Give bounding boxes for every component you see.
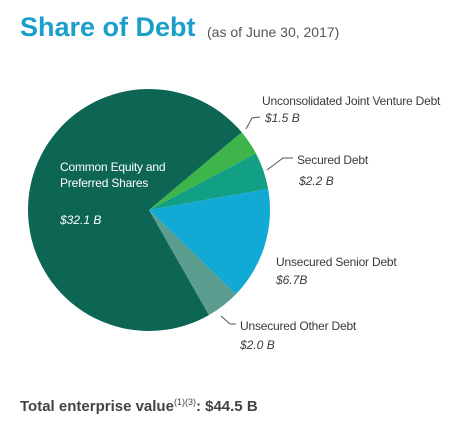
chart-subtitle: (as of June 30, 2017) xyxy=(207,24,340,40)
value-label: $2.0 B xyxy=(240,338,275,352)
total-line: Total enterprise value(1)(3): $44.5 B xyxy=(20,397,258,415)
value-label: $6.7B xyxy=(276,273,308,287)
slice-label: Unconsolidated Joint Venture Debt xyxy=(262,94,441,108)
pie-slice xyxy=(149,210,236,316)
pie-slice xyxy=(149,132,256,210)
value-label: $32.1 B xyxy=(60,213,102,227)
value-label: $2.2 B xyxy=(299,174,334,188)
slice-label: Unsecured Senior Debt xyxy=(276,255,397,269)
pie-slice xyxy=(149,153,269,210)
total-note: (1)(3) xyxy=(173,397,196,407)
leader-line xyxy=(245,116,261,130)
leader-line xyxy=(266,157,293,171)
total-value: : $44.5 B xyxy=(195,398,258,415)
chart-title: Share of Debt xyxy=(20,12,196,42)
slice-label: Secured Debt xyxy=(297,153,368,167)
value-label: $1.5 B xyxy=(265,111,300,125)
pie-slice xyxy=(27,88,242,331)
total-label: Total enterprise value xyxy=(20,398,174,415)
slice-label: Unsecured Other Debt xyxy=(240,319,357,333)
pie-slice xyxy=(149,188,270,295)
slice-label: Common Equity and Preferred Shares xyxy=(60,160,166,190)
leader-line xyxy=(220,315,236,325)
